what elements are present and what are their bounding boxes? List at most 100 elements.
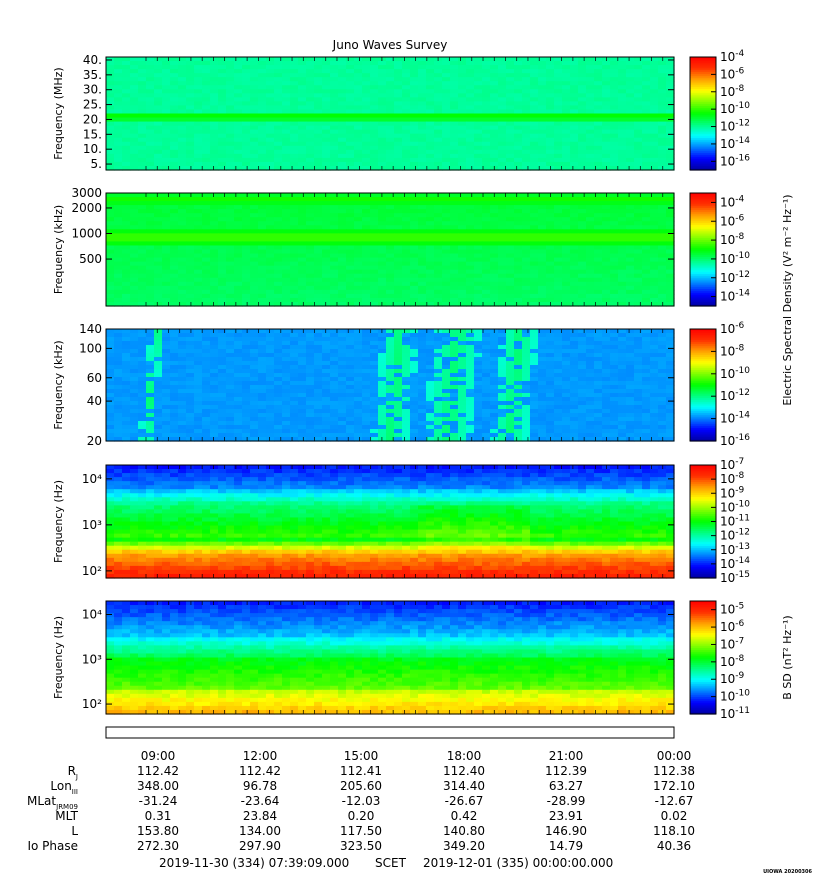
- colorbar-tick-label: 10-8: [720, 343, 745, 358]
- ephemeris-row-label: L: [71, 824, 78, 838]
- y-axis-label: Frequency (kHz): [52, 205, 65, 294]
- colorbar-tick-label: 10-4: [720, 49, 745, 64]
- colorbar-tick-label: 10-12: [720, 119, 750, 134]
- colorbar: 10-4 10-6 10-8 10-10 10-12 10-14: [689, 192, 750, 307]
- y-tick-label: 40.: [83, 53, 102, 67]
- colorbar-tick-label: 10-14: [720, 289, 750, 304]
- colorbar: 10-6 10-8 10-10 10-12 10-14 10-16: [689, 321, 750, 448]
- ephemeris-value: -31.24: [139, 794, 178, 808]
- ephemeris-value: 117.50: [340, 824, 382, 838]
- spectrogram-panels: 5.10.15.20.25.30.35.40. Frequency (MHz) 10…: [52, 49, 794, 721]
- ephemeris-value: 349.20: [443, 839, 485, 853]
- y-tick-label: 15.: [83, 127, 102, 141]
- ephemeris-value: 140.80: [443, 824, 485, 838]
- colorbar-tick-label: 10-14: [720, 411, 750, 426]
- y-tick-label: 40: [87, 394, 102, 408]
- footer-stamp: UIOWA 20200306: [763, 869, 812, 875]
- y-tick-label: 500: [79, 252, 102, 266]
- ephemeris-value: 0.02: [661, 809, 688, 823]
- y-tick-label: 100: [79, 341, 102, 355]
- panel-4: 10² 10³ 10⁴ Frequency (Hz) 10-710-810-910-10…: [52, 457, 750, 585]
- ephemeris-value: 146.90: [545, 824, 587, 838]
- ephemeris-value: 0.31: [145, 809, 172, 823]
- y-tick-label: 10.: [83, 142, 102, 156]
- y-axis-label: Frequency (MHz): [52, 67, 65, 159]
- colorbar-tick-label: 10-10: [720, 101, 750, 116]
- colorbar-title: Electric Spectral Density (V² m⁻² Hz⁻¹): [781, 194, 794, 405]
- colorbar-tick-label: 10-8: [720, 471, 745, 486]
- colorbar-tick-label: 10-10: [720, 366, 750, 381]
- ephemeris-value: 0.20: [348, 809, 375, 823]
- colorbar-tick-label: 10-6: [720, 66, 745, 81]
- ephemeris-value: 323.50: [340, 839, 382, 853]
- y-tick-label: 10³: [82, 518, 102, 532]
- figure-title: Juno Waves Survey: [332, 38, 448, 52]
- colorbar-tick-label: 10-16: [720, 433, 750, 448]
- ephemeris-value: 14.79: [549, 839, 583, 853]
- y-tick-label: 20: [87, 434, 102, 448]
- colorbar-tick-label: 10-5: [720, 602, 744, 617]
- spectrogram-image: [106, 57, 675, 171]
- ephemeris-value: 153.80: [137, 824, 179, 838]
- colorbar: 10-5 10-6 10-7 10-8 10-9 10-10 10-11: [689, 600, 750, 721]
- ephemeris-value: 63.27: [549, 779, 583, 793]
- colorbar-tick-label: 10-10: [720, 689, 750, 704]
- ephemeris-value: 23.91: [549, 809, 583, 823]
- spectrogram-image: [106, 601, 675, 715]
- ephemeris-row-label: RJ: [68, 764, 78, 781]
- time-tick-label: 12:00: [243, 749, 278, 763]
- colorbar-tick-label: 10-6: [720, 619, 745, 634]
- y-tick-label: 2000: [71, 201, 102, 215]
- ephemeris-row-label: LonIII: [50, 779, 78, 796]
- colorbar-tick-label: 10-10: [720, 251, 750, 266]
- y-tick-label: 25.: [83, 98, 102, 112]
- ephemeris-value: 23.84: [243, 809, 277, 823]
- colorbar-tick-label: 10-12: [720, 388, 750, 403]
- colorbar-tick-label: 10-14: [720, 136, 750, 151]
- y-tick-label: 60: [87, 371, 102, 385]
- ephemeris-value: 0.42: [451, 809, 478, 823]
- footer-end-time: 2019-12-01 (335) 00:00:00.000: [423, 856, 613, 870]
- spectrogram-image: [106, 329, 675, 442]
- colorbar-tick-label: 10-6: [720, 321, 745, 336]
- ephemeris-row-label: MLatJRM09: [27, 794, 78, 811]
- ephemeris-value: -12.67: [655, 794, 694, 808]
- footer-start-time: 2019-11-30 (334) 07:39:09.000: [159, 856, 349, 870]
- panel-frame: [105, 192, 675, 307]
- colorbar: 10-4 10-6 10-8 10-10 10-12 10-14 10-16: [689, 49, 750, 171]
- colorbar-tick-label: 10-6: [720, 213, 745, 228]
- y-tick-label: 10⁴: [82, 472, 102, 486]
- colorbar-tick-label: 10-7: [720, 636, 744, 651]
- y-tick-label: 20.: [83, 112, 102, 126]
- y-axis-label: Frequency (Hz): [52, 480, 65, 563]
- ephemeris-value: 40.36: [657, 839, 691, 853]
- y-axis-label: Frequency (Hz): [52, 616, 65, 699]
- colorbar: 10-710-810-910-1010-1110-1210-1310-1410-…: [689, 457, 750, 585]
- colorbar-tick-label: 10-13: [720, 542, 750, 557]
- time-tick-label: 18:00: [447, 749, 482, 763]
- colorbar-tick-label: 10-11: [720, 514, 750, 529]
- time-tick-label: 00:00: [657, 749, 692, 763]
- panel-1: 5.10.15.20.25.30.35.40. Frequency (MHz) 10…: [52, 49, 750, 171]
- y-tick-label: 140: [79, 322, 102, 336]
- ephemeris-value: 112.42: [137, 764, 179, 778]
- colorbar-tick-label: 10-8: [720, 232, 745, 247]
- y-axis-label: Frequency (kHz): [52, 340, 65, 429]
- ephemeris-value: 134.00: [239, 824, 281, 838]
- colorbar-tick-label: 10-8: [720, 654, 745, 669]
- ephemeris-value: 205.60: [340, 779, 382, 793]
- ephemeris-table: RJ 112.42 112.42 112.41 112.40 112.39 112.38 Lo…: [27, 764, 695, 853]
- y-tick-label: 10²: [82, 564, 102, 578]
- colorbar-tick-label: 10-9: [720, 671, 745, 686]
- ephemeris-row-label: MLT: [55, 809, 78, 823]
- colorbar-tick-label: 10-7: [720, 457, 744, 472]
- y-tick-label: 10³: [82, 652, 102, 666]
- ephemeris-value: 112.39: [545, 764, 587, 778]
- ephemeris-value: 96.78: [243, 779, 277, 793]
- ephemeris-value: 112.38: [653, 764, 695, 778]
- time-tick-label: 15:00: [344, 749, 379, 763]
- y-tick-label: 30.: [83, 83, 102, 97]
